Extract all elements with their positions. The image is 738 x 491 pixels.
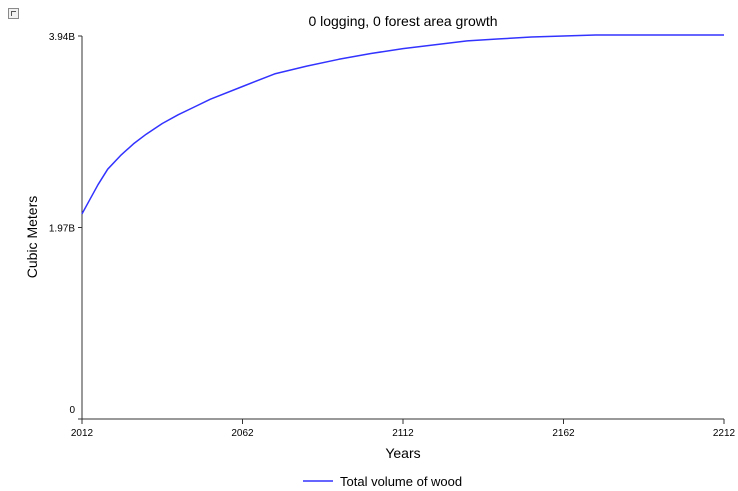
x-tick-label: 2212 [713,428,736,439]
chart-title: 0 logging, 0 forest area growth [308,13,497,29]
y-axis-label: Cubic Meters [24,196,40,278]
y-tick-label: 3.94B [49,32,75,43]
x-tick-label: 2062 [231,428,254,439]
x-tick-label: 2162 [552,428,575,439]
y-tick-label: 0 [69,405,75,416]
legend-label[interactable]: Total volume of wood [340,474,462,489]
y-tick-label: 1.97B [49,224,75,235]
x-tick-label: 2012 [71,428,94,439]
x-tick-label: 2112 [392,428,414,439]
x-axis-label: Years [385,445,420,461]
series-line-total-volume[interactable] [81,34,724,215]
expand-chart-button[interactable] [8,8,19,19]
